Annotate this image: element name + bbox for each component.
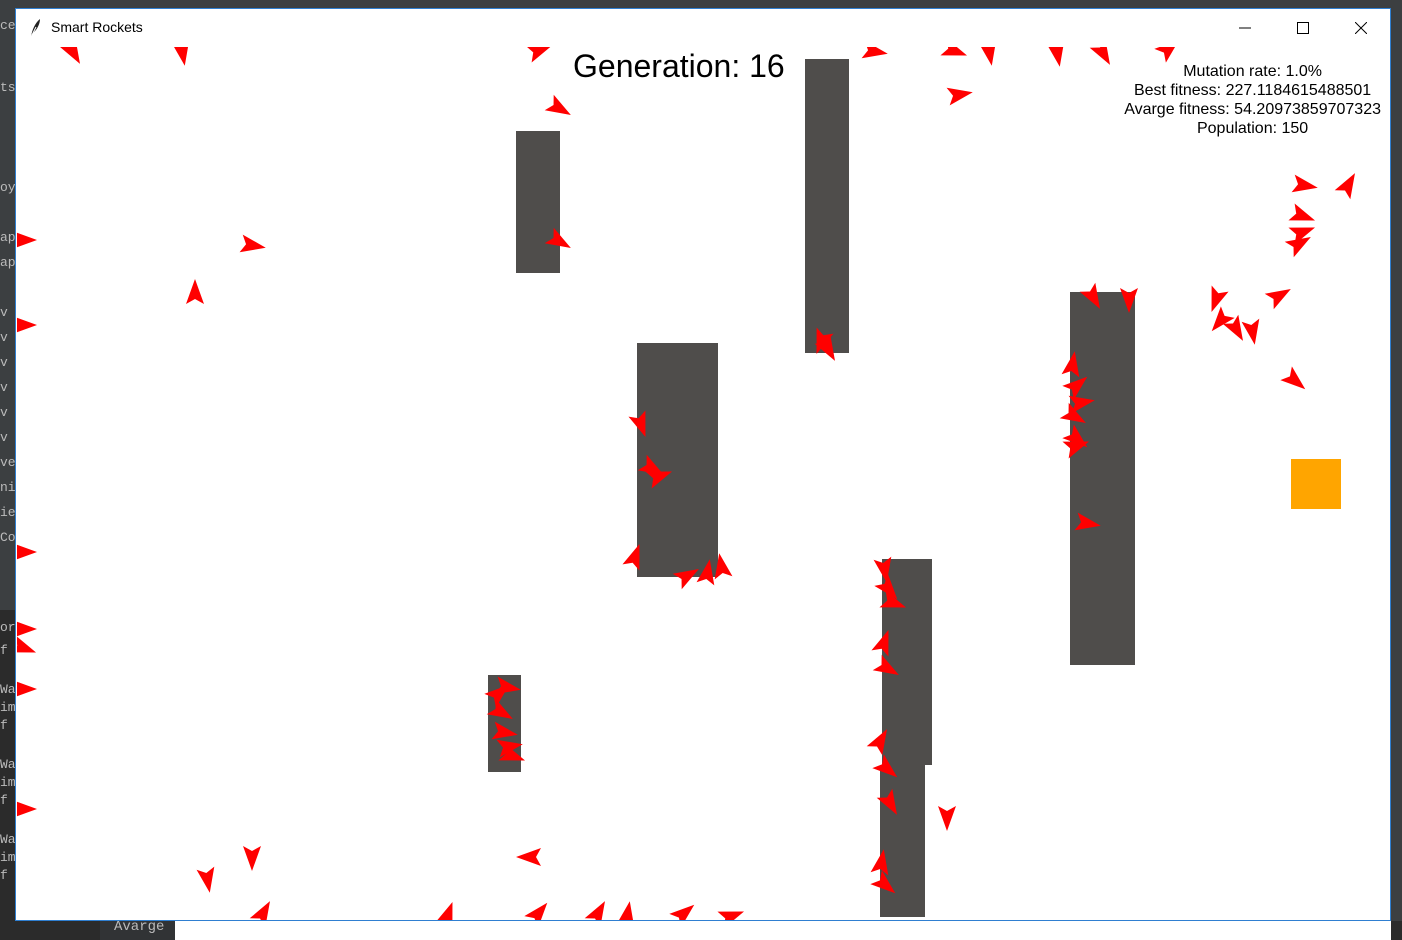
background-ide-text: or <box>0 620 16 635</box>
obstacle <box>488 675 521 772</box>
obstacle <box>882 559 932 765</box>
obstacle <box>516 131 560 273</box>
smart-rockets-window: Smart Rockets Generati <box>15 8 1391 921</box>
rocket <box>17 317 37 333</box>
rocket <box>17 801 37 817</box>
background-ide-topbar <box>0 0 1402 8</box>
background-ide-text: ve <box>0 455 16 470</box>
background-ide-text: im <box>0 850 16 865</box>
background-white-strip <box>175 921 1391 940</box>
background-ide-text: ts <box>0 80 16 95</box>
background-ide-text: cel <box>0 18 16 33</box>
rocket <box>616 901 635 920</box>
rocket <box>249 901 270 920</box>
rocket <box>1089 47 1110 65</box>
rocket <box>525 47 553 63</box>
rocket <box>1046 47 1065 67</box>
background-ide-text: v <box>0 330 8 345</box>
minimize-icon <box>1239 22 1251 34</box>
background-ide-text: Wa <box>0 832 16 847</box>
maximize-button[interactable] <box>1274 9 1332 47</box>
title-bar[interactable]: Smart Rockets <box>16 9 1390 47</box>
generation-label: Generation: 16 <box>573 48 785 84</box>
rocket <box>171 47 190 66</box>
background-ide-bottom-label: Avarge <box>100 919 175 940</box>
background-ide-text: im <box>0 700 16 715</box>
rocket <box>17 232 37 248</box>
background-ide-text: apu <box>0 255 16 270</box>
population-label: Population: 150 <box>1196 120 1309 137</box>
rocket <box>861 47 888 59</box>
rocket <box>17 681 37 697</box>
rocket <box>1211 285 1229 313</box>
rocket <box>524 902 548 920</box>
background-ide-text: apu <box>0 230 16 245</box>
minimize-button[interactable] <box>1216 9 1274 47</box>
stats-panel: Mutation rate: 1.0% Best fitness: 227.11… <box>1124 62 1381 138</box>
rocket <box>1264 289 1291 310</box>
rocket <box>516 848 541 866</box>
rocket <box>946 87 973 106</box>
mutation-rate-label: Mutation rate: 1.0% <box>1183 63 1322 80</box>
background-ide-right-panel <box>1391 0 1402 940</box>
close-icon <box>1355 22 1367 34</box>
rocket <box>1222 314 1243 341</box>
background-ide-text: ies <box>0 505 16 520</box>
background-ide-text: oy <box>0 180 16 195</box>
rocket <box>1280 366 1306 390</box>
feather-icon <box>28 18 42 38</box>
rocket <box>186 279 204 304</box>
rocket <box>669 904 695 920</box>
rocket <box>196 866 215 893</box>
rocket <box>1284 237 1311 258</box>
rocket <box>584 901 605 920</box>
rocket <box>938 806 956 831</box>
target-square <box>1291 459 1341 509</box>
best-fitness-label: Best fitness: 227.1184615488501 <box>1133 82 1372 99</box>
rocket <box>1334 173 1355 200</box>
background-ide-text: f <box>0 718 8 733</box>
close-button[interactable] <box>1332 9 1390 47</box>
background-ide-text: v <box>0 405 8 420</box>
background-ide-text: v <box>0 430 8 445</box>
rocket <box>1154 47 1180 63</box>
obstacle <box>637 343 718 577</box>
rocket <box>717 911 745 920</box>
rocket <box>1241 318 1260 345</box>
background-ide-text: im <box>0 775 16 790</box>
simulation-canvas[interactable]: Generation: 16 Mutation rate: 1.0% Best … <box>17 47 1389 920</box>
rocket <box>17 621 37 637</box>
rocket <box>17 544 37 560</box>
rocket <box>1211 306 1235 332</box>
window-title: Smart Rockets <box>51 19 143 35</box>
rocket <box>1288 203 1316 221</box>
rocket <box>59 47 80 64</box>
rocket <box>978 47 997 66</box>
background-ide-left-editor <box>0 610 16 940</box>
rocket <box>940 47 968 56</box>
rocket <box>239 234 266 253</box>
background-ide-text: v <box>0 380 8 395</box>
background-ide-text: v <box>0 355 8 370</box>
background-ide-text: Co <box>0 530 16 545</box>
rocket <box>1291 174 1318 193</box>
obstacle <box>1070 292 1135 665</box>
background-ide-text: f <box>0 868 8 883</box>
background-ide-text: f <box>0 793 8 808</box>
rocket <box>435 901 453 920</box>
obstacle <box>805 59 849 353</box>
background-ide-text: Wa <box>0 757 16 772</box>
rocket <box>243 846 261 871</box>
background-ide-text: v <box>0 305 8 320</box>
obstacle <box>880 765 925 917</box>
maximize-icon <box>1297 22 1309 34</box>
rocket <box>544 94 571 115</box>
average-fitness-label: Avarge fitness: 54.20973859707323 <box>1124 101 1381 118</box>
rocket <box>1288 227 1316 245</box>
background-ide-text: nia <box>0 480 16 495</box>
background-ide-text: Wa <box>0 682 16 697</box>
background-ide-text: f <box>0 643 8 658</box>
rocket <box>17 635 37 653</box>
